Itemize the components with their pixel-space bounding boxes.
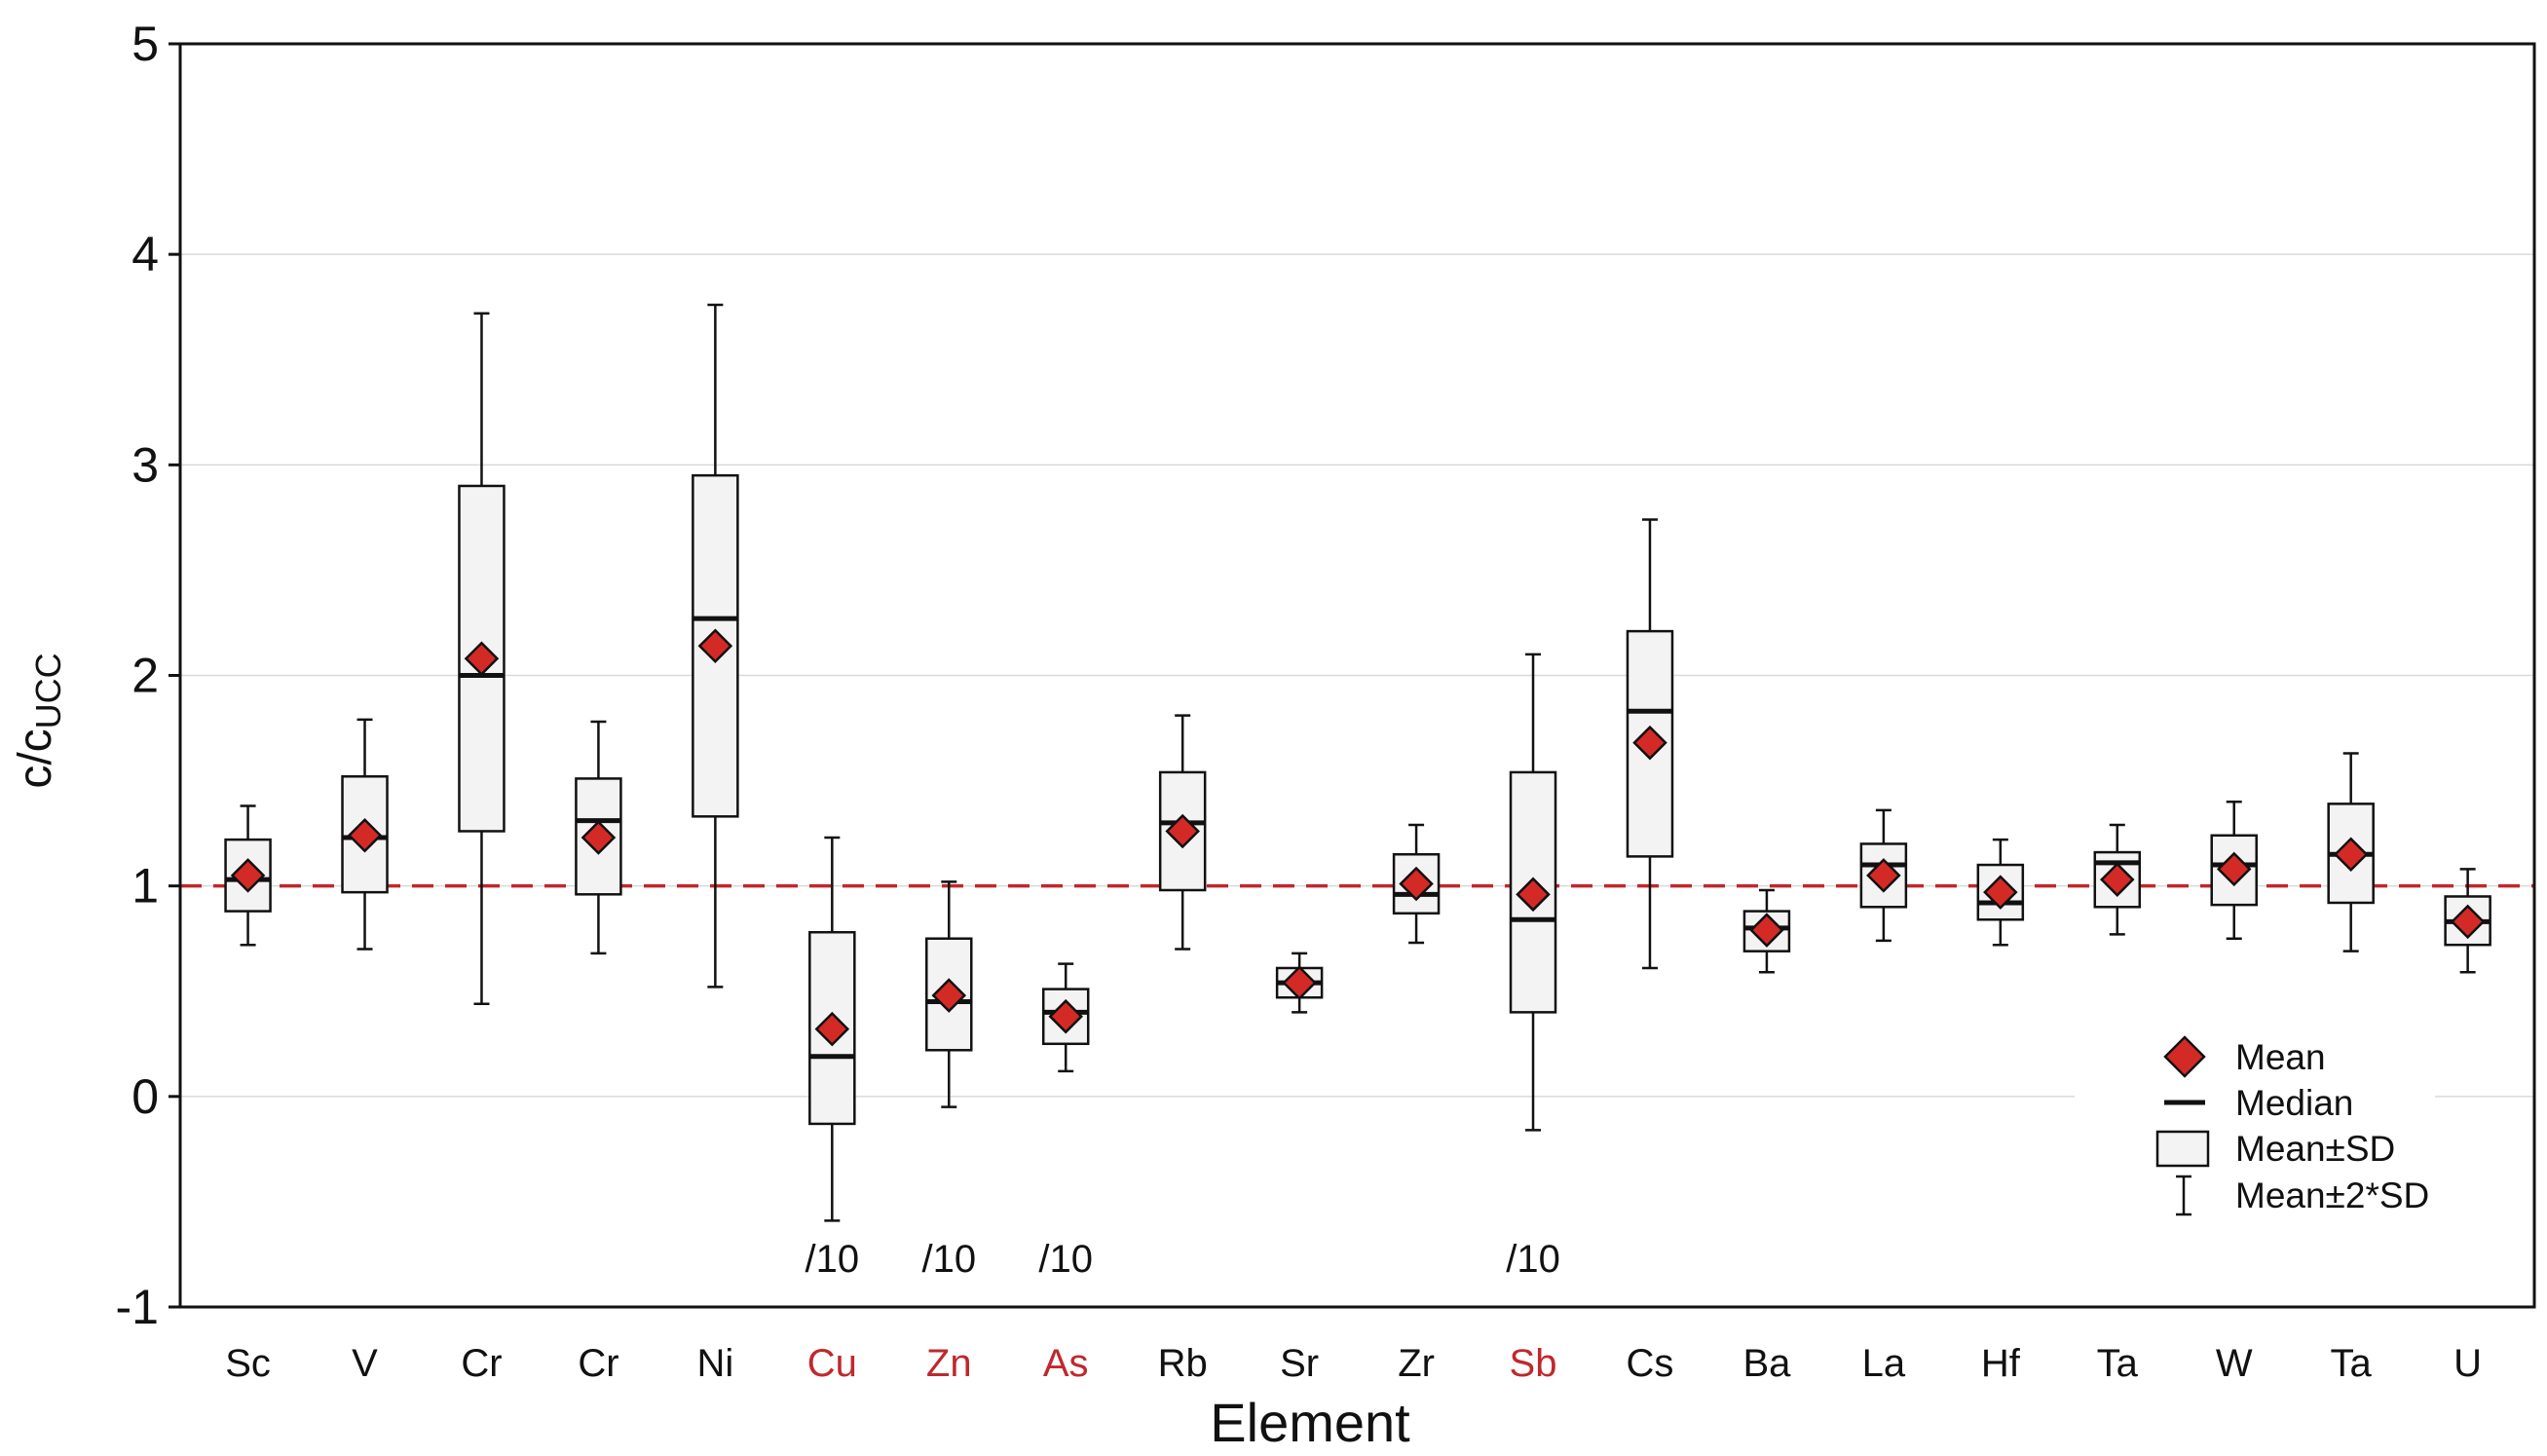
box-zn	[925, 880, 973, 1108]
mean-marker	[931, 978, 967, 1013]
mean-marker	[814, 1011, 850, 1047]
mean-marker	[1516, 877, 1551, 913]
legend-background	[2075, 1018, 2435, 1217]
box-series	[224, 303, 2491, 1222]
x-category-label: La	[1862, 1342, 1906, 1385]
box-zr	[1392, 823, 1441, 945]
y-axis-title: c/cUCC	[10, 653, 68, 788]
box-v	[341, 718, 389, 951]
x-category-label: Zn	[926, 1342, 972, 1385]
box-sr	[1275, 952, 1324, 1014]
x-category-label: Ba	[1742, 1342, 1791, 1385]
x-category-label: Cr	[578, 1342, 618, 1385]
box-cs	[1626, 518, 1674, 970]
x-category-label: Rb	[1158, 1342, 1208, 1385]
mean-marker	[581, 820, 617, 855]
legend-whisker-icon	[2176, 1175, 2191, 1216]
mean-marker	[1749, 913, 1784, 948]
legend: Mean Median Mean±SD Mean±2*SD	[2075, 1018, 2435, 1217]
y-tick-label: 5	[131, 17, 159, 71]
box-sc	[224, 804, 272, 947]
box-rb	[1158, 714, 1207, 951]
box-w	[2210, 800, 2258, 940]
x-axis-title: Element	[1210, 1392, 1410, 1453]
scale-note: /10	[1506, 1238, 1560, 1281]
x-category-label: Sb	[1510, 1342, 1557, 1385]
mean-marker	[2333, 837, 2369, 873]
box-ni	[692, 303, 739, 989]
mean-marker	[464, 641, 500, 676]
x-category-label: Hf	[1981, 1342, 2021, 1385]
legend-mean-label: Mean	[2235, 1037, 2326, 1077]
y-tick-label: 2	[131, 649, 159, 703]
x-category-label: Cs	[1627, 1342, 1674, 1385]
mean-marker	[1048, 998, 1083, 1034]
x-axis-category-labels: Sc V Cr Cr Ni Cu/10 Zn/10 As/10 Rb Sr Zr Sb/10 Cs Ba L…	[225, 1238, 2482, 1385]
y-axis-title-main: c/c	[10, 728, 61, 788]
box-ba	[1742, 888, 1791, 974]
x-category-label: Ta	[2097, 1342, 2139, 1385]
scale-note: /10	[921, 1238, 976, 1281]
x-category-label: Ni	[696, 1342, 733, 1385]
svg-text:c/cUCC: c/cUCC	[10, 653, 68, 788]
box-la	[1859, 808, 1908, 943]
box-cr	[575, 720, 622, 955]
box-cu	[808, 836, 856, 1222]
mean-marker	[2100, 862, 2135, 897]
y-axis-title-subscript: UCC	[28, 653, 68, 728]
mean-marker	[1983, 875, 2018, 910]
x-category-label: As	[1043, 1342, 1089, 1385]
mean-marker	[1165, 813, 1200, 849]
plot-frame	[178, 42, 2536, 1309]
box-cr	[458, 312, 506, 1005]
x-category-label: Sc	[225, 1342, 271, 1385]
x-category-label: U	[2453, 1342, 2482, 1385]
mean-marker	[1632, 725, 1667, 761]
y-tick-label: 3	[131, 437, 159, 492]
gridlines	[180, 253, 2534, 1098]
mean-marker	[2216, 851, 2252, 887]
box-ta	[2327, 752, 2375, 952]
mean-marker	[1282, 965, 1317, 1000]
x-category-label: V	[352, 1342, 378, 1385]
y-tick-label: -1	[116, 1280, 159, 1334]
box-as	[1041, 962, 1090, 1073]
x-category-label: Ta	[2331, 1342, 2373, 1385]
x-category-label: W	[2216, 1342, 2253, 1385]
mean-marker	[1399, 866, 1434, 902]
mean-marker	[697, 628, 733, 664]
legend-median-label: Median	[2235, 1083, 2353, 1123]
legend-box-label: Mean±SD	[2235, 1129, 2395, 1169]
y-tick-label: 0	[131, 1069, 159, 1124]
legend-box-icon	[2155, 1130, 2210, 1168]
mean-marker	[230, 858, 266, 893]
legend-whisker-label: Mean±2*SD	[2235, 1176, 2429, 1215]
box-u	[2444, 868, 2491, 974]
legend-mean-diamond-icon	[2163, 1035, 2206, 1078]
scale-note: /10	[1038, 1238, 1093, 1281]
y-tick-label: 4	[131, 227, 159, 281]
x-category-label: Sr	[1280, 1342, 1319, 1385]
mean-marker	[1866, 858, 1901, 893]
mean-marker	[347, 818, 383, 853]
box-hf	[1976, 838, 2025, 947]
y-tick-label: 1	[131, 859, 159, 914]
box-ta	[2093, 823, 2142, 936]
x-category-label: Cr	[461, 1342, 502, 1385]
box-sb	[1509, 653, 1557, 1132]
x-category-label: Zr	[1398, 1342, 1435, 1385]
scale-note: /10	[805, 1238, 860, 1281]
mean-marker	[2450, 904, 2486, 940]
y-axis-ticks: -1 0 1 2 3 4 5	[116, 17, 180, 1334]
x-category-label: Cu	[807, 1342, 857, 1385]
